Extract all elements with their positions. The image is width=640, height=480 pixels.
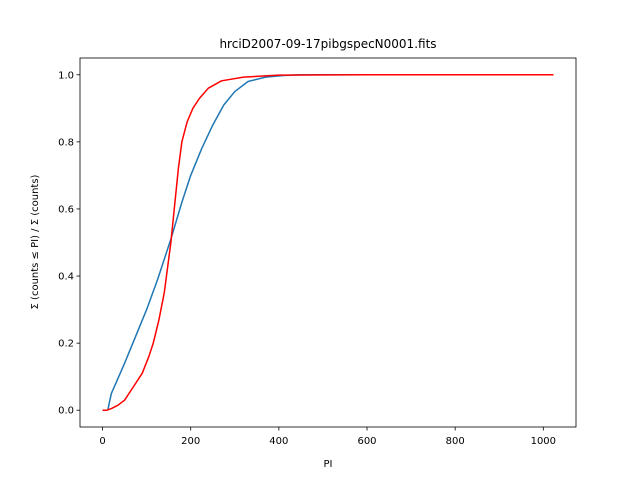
x-tick-label: 200 (181, 436, 200, 447)
plot-frame (79, 57, 577, 428)
y-tick-label: 0.6 (58, 204, 74, 215)
y-axis-label: Σ (counts ≤ PI) / Σ (counts) (30, 174, 41, 309)
y-tick-label: 0.4 (58, 272, 74, 283)
y-tick-label: 0.2 (58, 339, 74, 350)
x-tick-label: 400 (269, 436, 288, 447)
y-tick-label: 0.8 (58, 137, 74, 148)
data-line (107, 74, 554, 411)
x-tick-label: 1000 (531, 436, 556, 447)
chart-title: hrciD2007-09-17pibgspecN0001.fits (219, 37, 436, 51)
x-tick-label: 0 (99, 436, 105, 447)
y-tick-label: 0.0 (58, 406, 74, 417)
data-line (102, 74, 554, 411)
x-tick-label: 600 (357, 436, 376, 447)
x-axis-label: PI (324, 459, 333, 470)
x-tick-label: 800 (446, 436, 465, 447)
y-tick-label: 1.0 (58, 70, 74, 81)
